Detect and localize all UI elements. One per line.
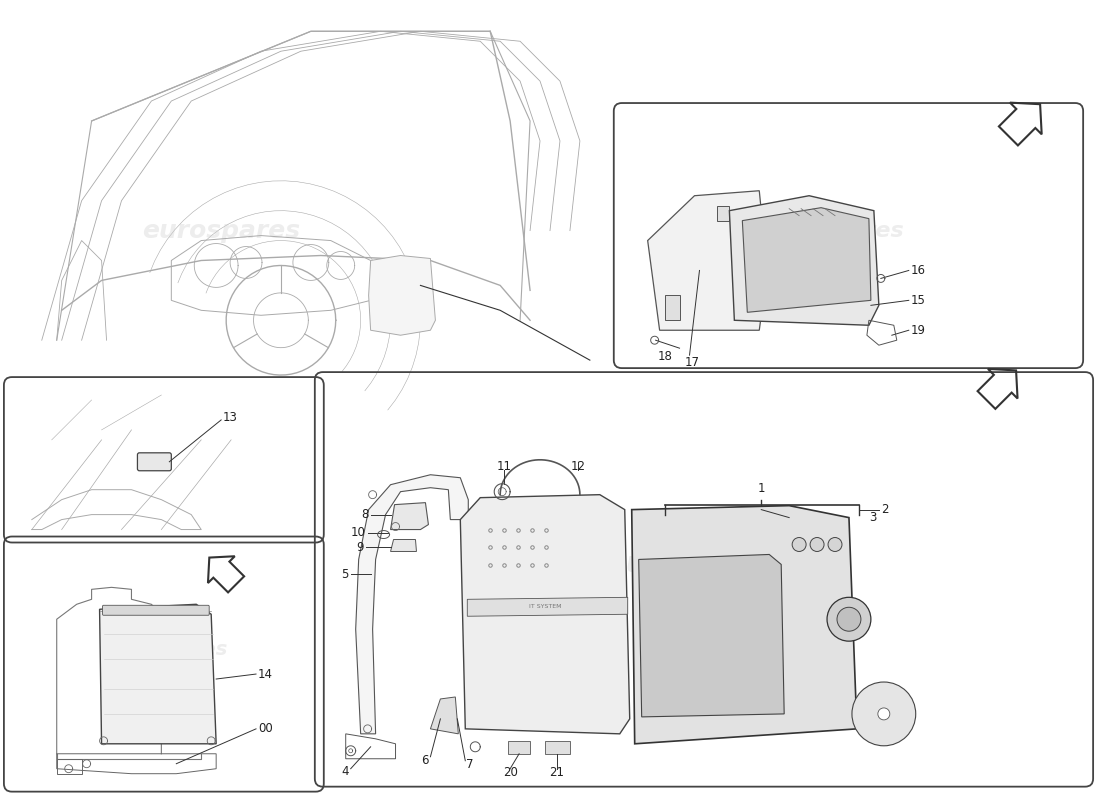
Text: 10: 10 [351,526,365,539]
Text: 19: 19 [911,324,926,337]
Polygon shape [631,506,857,744]
Text: 11: 11 [497,460,512,474]
Polygon shape [639,554,784,717]
Circle shape [851,682,915,746]
Polygon shape [544,741,570,754]
Polygon shape [468,598,628,616]
Polygon shape [508,741,530,754]
Polygon shape [742,208,871,312]
Text: 17: 17 [685,356,700,369]
Polygon shape [664,295,680,320]
Circle shape [792,538,806,551]
Text: 4: 4 [341,766,349,778]
Text: 14: 14 [258,667,273,681]
Text: eurospares: eurospares [104,640,228,658]
Text: 6: 6 [421,754,428,767]
Polygon shape [368,255,436,335]
Text: 16: 16 [911,264,926,277]
Polygon shape [430,697,459,734]
Text: eurospares: eurospares [763,221,904,241]
Text: 7: 7 [466,758,474,771]
Polygon shape [355,474,469,734]
Circle shape [827,598,871,641]
Polygon shape [648,190,767,330]
Text: 2: 2 [881,503,889,516]
Text: 13: 13 [223,411,238,425]
Circle shape [837,607,861,631]
Polygon shape [100,604,217,744]
Text: 15: 15 [911,294,925,307]
Polygon shape [729,196,879,326]
Text: eurospares: eurospares [142,218,300,242]
Text: 3: 3 [869,511,877,524]
Text: 20: 20 [503,766,518,779]
FancyBboxPatch shape [102,606,209,615]
FancyBboxPatch shape [138,453,172,470]
Text: IT SYSTEM: IT SYSTEM [529,604,561,609]
Text: 9: 9 [356,541,364,554]
Text: 8: 8 [361,508,368,521]
Text: 5: 5 [341,568,349,581]
Text: 00: 00 [258,722,273,735]
Polygon shape [717,206,729,221]
Circle shape [810,538,824,551]
Circle shape [878,708,890,720]
Text: 18: 18 [658,350,673,362]
Text: 1: 1 [758,482,764,494]
Polygon shape [390,539,417,551]
Text: 12: 12 [571,460,585,474]
Text: 21: 21 [550,766,564,779]
Circle shape [828,538,842,551]
Polygon shape [390,502,428,530]
Polygon shape [460,494,629,734]
Text: eurospares: eurospares [607,550,782,578]
